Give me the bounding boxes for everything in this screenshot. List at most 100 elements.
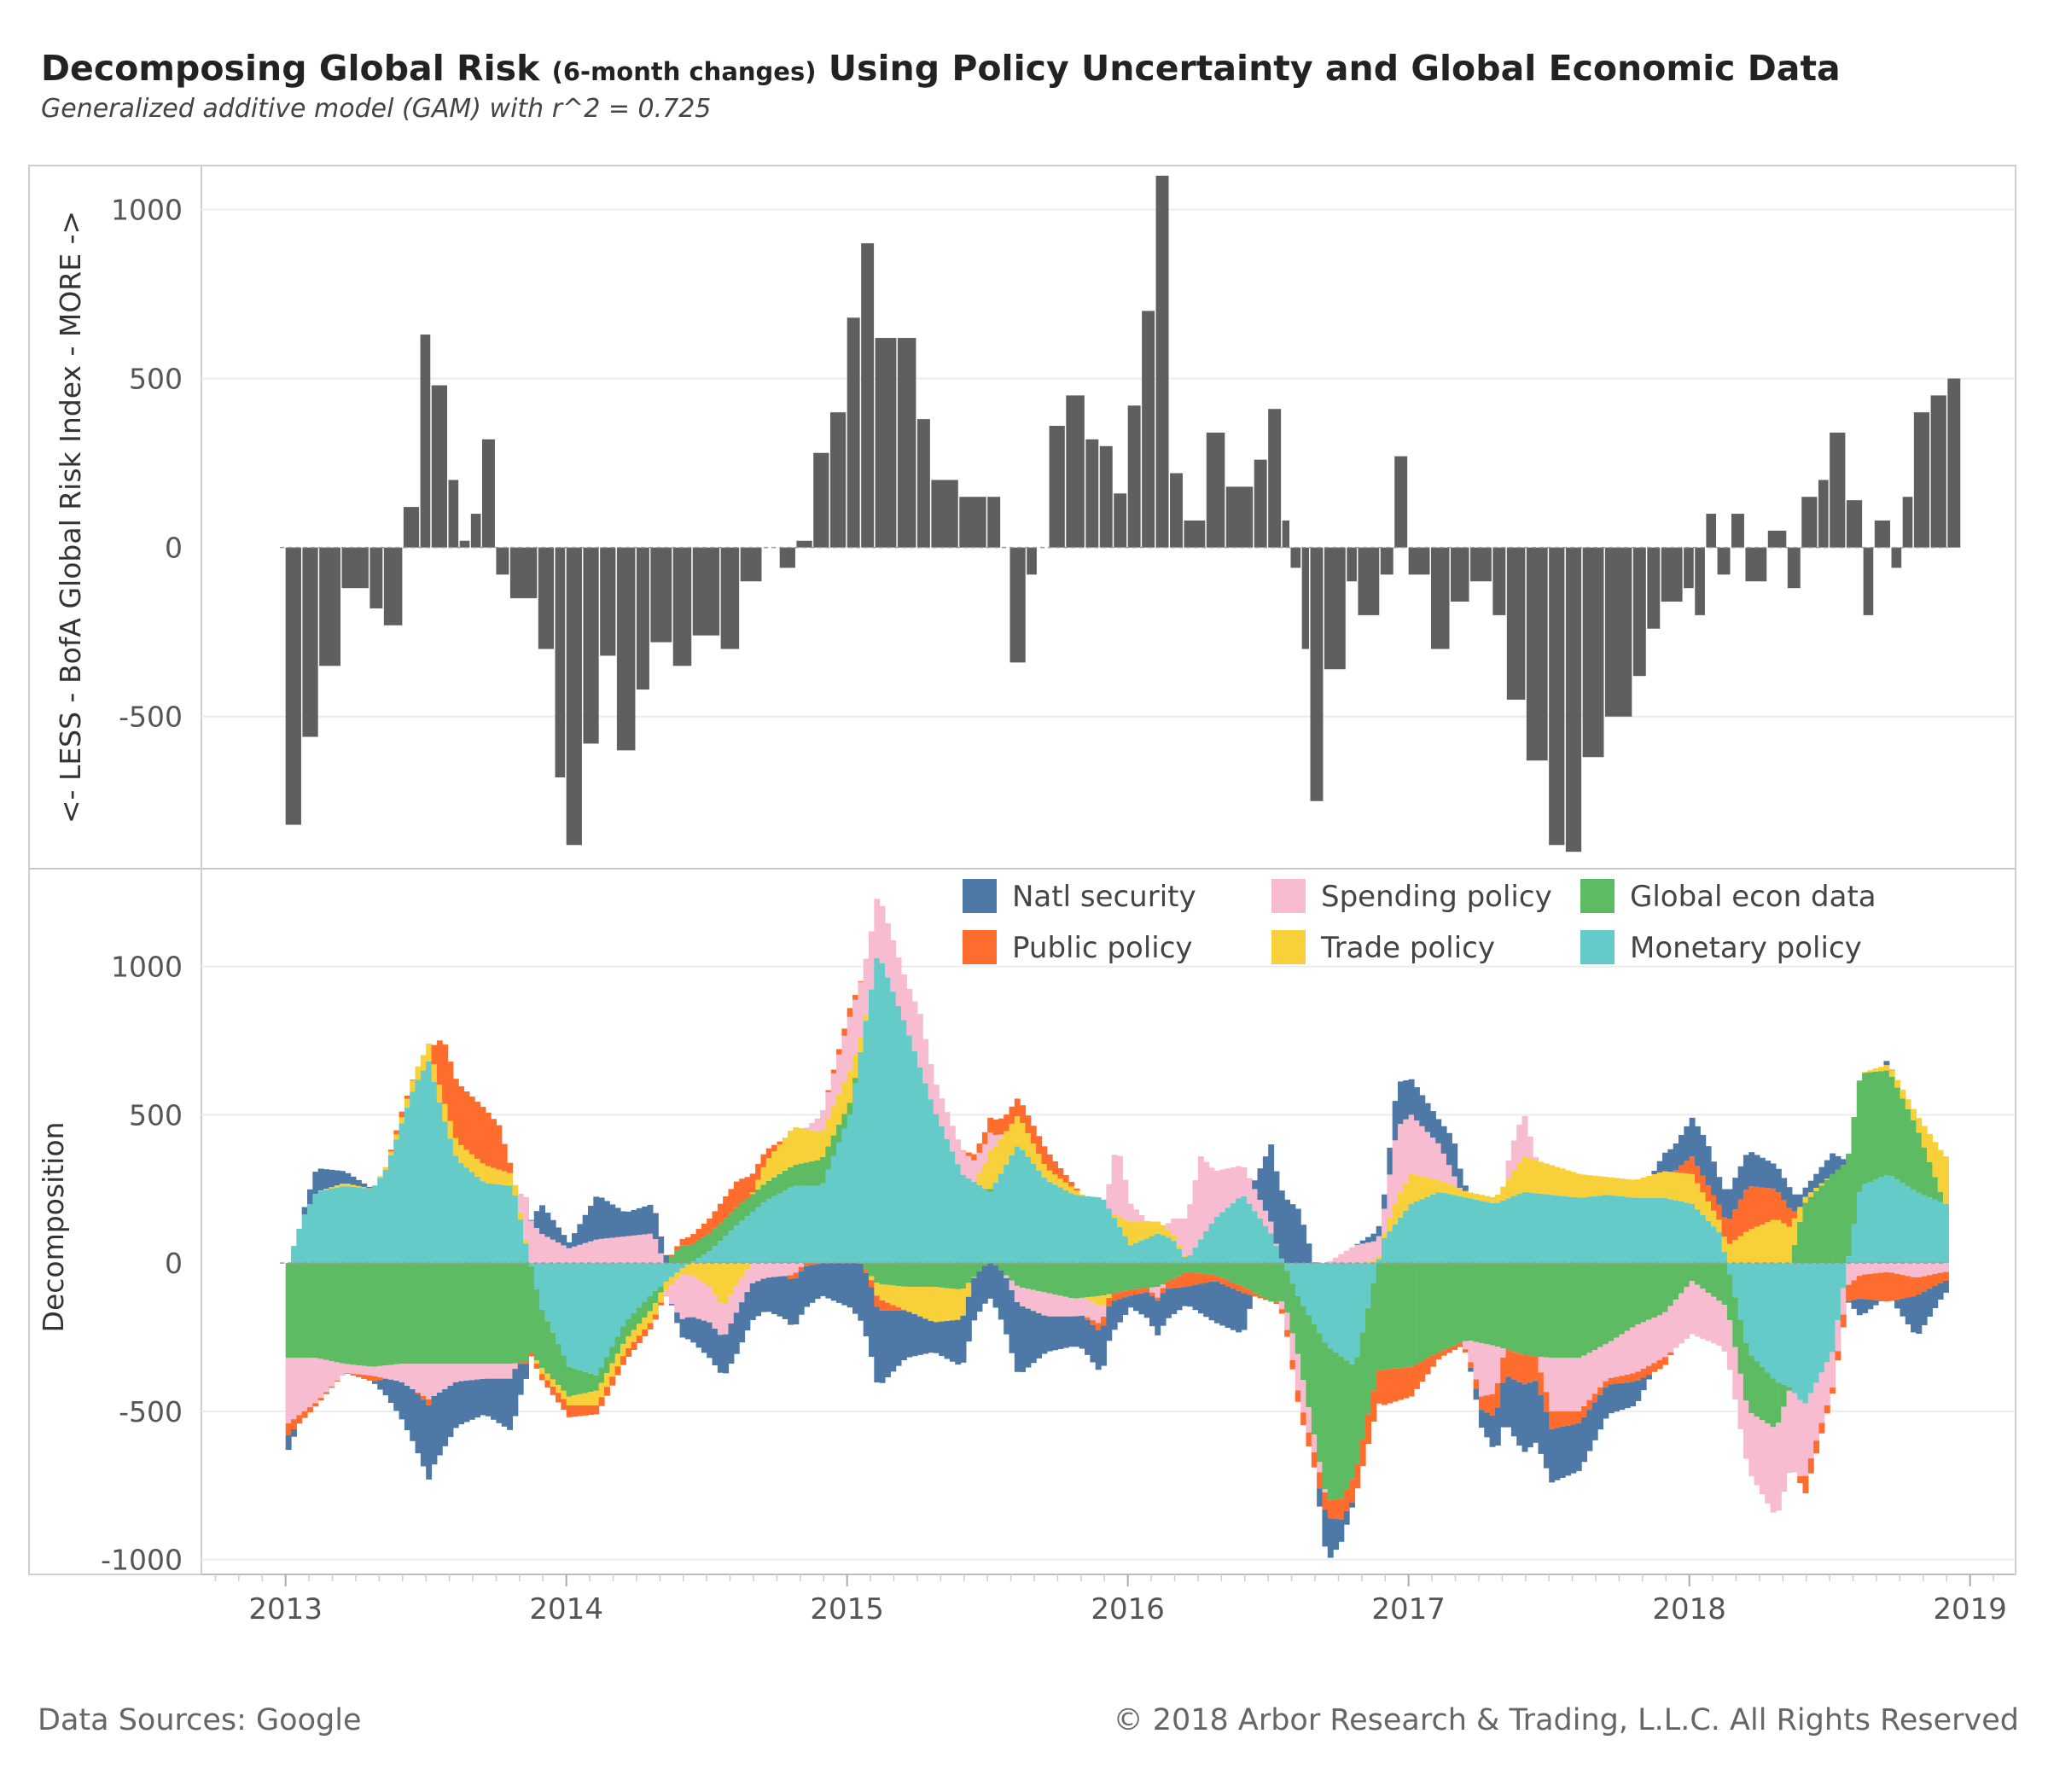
decomp-segment	[1327, 1263, 1334, 1349]
decomp-segment	[1203, 1283, 1210, 1318]
decomp-segment	[1376, 1256, 1382, 1260]
decomp-segment	[858, 981, 864, 1039]
decomp-segment	[334, 1263, 340, 1363]
decomp-segment	[631, 1312, 637, 1330]
decomp-segment	[577, 1244, 584, 1264]
decomp-segment	[1656, 1360, 1663, 1370]
decomp-segment	[420, 1395, 427, 1400]
decomp-segment	[1284, 1199, 1291, 1264]
decomp-segment	[1289, 1333, 1296, 1361]
decomp-segment	[1710, 1263, 1717, 1297]
risk-bar	[403, 507, 420, 548]
decomp-segment	[382, 1378, 389, 1396]
decomp-segment	[1333, 1257, 1340, 1264]
decomp-segment	[1635, 1371, 1642, 1381]
risk-bar	[1301, 547, 1310, 649]
decomp-segment	[1111, 1293, 1118, 1301]
decomp-segment	[1165, 1289, 1172, 1318]
decomp-segment	[830, 1263, 837, 1301]
decomp-segment	[1073, 1263, 1080, 1299]
decomp-segment	[1586, 1196, 1593, 1264]
decomp-segment	[717, 1223, 724, 1242]
risk-bar	[1492, 547, 1506, 615]
decomp-segment	[1473, 1263, 1480, 1342]
decomp-segment	[1085, 1297, 1091, 1300]
decomp-segment	[1554, 1411, 1561, 1428]
decomp-segment	[1516, 1263, 1523, 1354]
decomp-segment	[1289, 1283, 1296, 1334]
decomp-segment	[603, 1238, 610, 1264]
decomp-segment	[1181, 1287, 1188, 1306]
decomp-segment	[1052, 1263, 1059, 1295]
decomp-segment	[1732, 1178, 1739, 1210]
decomp-segment	[1041, 1177, 1048, 1264]
decomp-segment	[1640, 1322, 1647, 1370]
decomp-segment	[1905, 1108, 1911, 1187]
decomp-segment	[1565, 1170, 1572, 1197]
decomp-segment	[1020, 1288, 1027, 1306]
decomp-segment	[1630, 1327, 1636, 1374]
decomp-segment	[863, 1015, 870, 1021]
decomp-segment	[1872, 1300, 1879, 1306]
decomp-segment	[1392, 1140, 1399, 1204]
decomp-segment	[1197, 1263, 1204, 1274]
decomp-segment	[1905, 1276, 1911, 1298]
decomp-segment	[922, 1263, 929, 1287]
decomp-segment	[442, 1044, 449, 1104]
decomp-segment	[749, 1173, 756, 1193]
decomp-segment	[1586, 1175, 1593, 1197]
decomp-segment	[782, 1190, 788, 1264]
decomp-segment	[642, 1234, 649, 1264]
risk-bar	[1830, 432, 1846, 548]
decomp-segment	[1554, 1263, 1561, 1359]
decomp-segment	[1090, 1296, 1097, 1303]
decomp-segment	[814, 1185, 821, 1264]
decomp-segment	[1338, 1263, 1345, 1357]
decomp-segment	[1435, 1192, 1442, 1264]
decomp-segment	[355, 1374, 362, 1377]
decomp-segment	[1921, 1263, 1928, 1277]
decomp-segment	[1824, 1263, 1830, 1363]
decomp-segment	[1387, 1174, 1393, 1219]
decomp-segment	[1343, 1360, 1350, 1490]
decomp-segment	[1446, 1347, 1452, 1353]
decomp-segment	[1570, 1263, 1577, 1359]
decomp-segment	[652, 1239, 659, 1264]
decomp-segment	[1619, 1382, 1626, 1411]
decomp-segment	[517, 1193, 524, 1213]
decomp-segment	[1807, 1393, 1814, 1458]
decomp-segment	[1429, 1355, 1436, 1367]
decomp-segment	[312, 1403, 319, 1407]
decomp-segment	[317, 1190, 324, 1264]
decomp-segment	[1802, 1202, 1809, 1264]
decomp-segment	[1160, 1288, 1167, 1294]
decomp-segment	[809, 1185, 816, 1264]
decomp-segment	[1306, 1263, 1312, 1316]
decomp-segment	[1382, 1263, 1388, 1370]
decomp-segment	[1306, 1315, 1312, 1408]
decomp-segment	[1085, 1196, 1091, 1264]
decomp-segment	[1721, 1189, 1728, 1218]
decomp-segment	[1597, 1263, 1604, 1347]
risk-bar	[875, 338, 897, 548]
decomp-segment	[1462, 1190, 1469, 1198]
decomp-segment	[1073, 1195, 1080, 1264]
decomp-segment	[712, 1295, 719, 1329]
decomp-segment	[1241, 1196, 1248, 1264]
risk-bar	[1394, 456, 1408, 548]
decomp-segment	[1446, 1184, 1452, 1195]
decomp-segment	[1846, 1256, 1853, 1264]
decomp-segment	[1457, 1168, 1463, 1188]
decomp-segment	[1149, 1287, 1155, 1293]
decomp-segment	[587, 1206, 594, 1242]
decomp-segment	[463, 1263, 470, 1364]
decomp-segment	[1781, 1178, 1788, 1201]
top-y-axis-label: <- LESS - BofA Global Risk Index - MORE …	[54, 211, 87, 823]
decomp-segment	[804, 1127, 810, 1130]
decomp-segment	[830, 1073, 837, 1107]
decomp-segment	[712, 1328, 719, 1366]
decomp-segment	[1446, 1263, 1452, 1348]
decomp-segment	[1122, 1219, 1129, 1236]
decomp-segment	[1640, 1369, 1647, 1378]
